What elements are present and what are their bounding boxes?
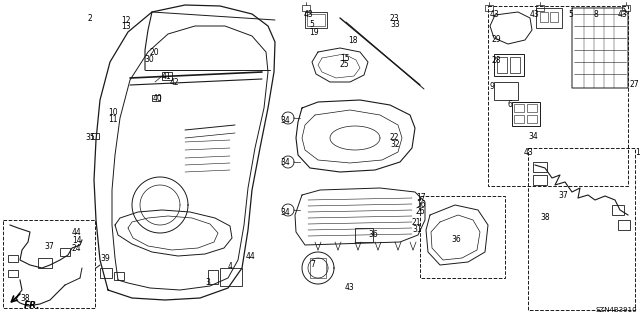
Bar [8,255,18,262]
Text: 20: 20 [150,48,159,57]
Text: 36: 36 [368,230,378,239]
Text: 43: 43 [524,148,534,157]
Bar [38,258,52,268]
Bar [100,268,112,278]
Text: 24: 24 [72,244,82,253]
Bar [514,115,524,123]
Bar [420,196,505,278]
Text: 8: 8 [594,10,599,19]
Text: 43: 43 [530,10,540,19]
Bar [536,5,544,11]
Text: 23: 23 [390,14,399,23]
Text: 39: 39 [100,254,109,263]
Bar [305,12,327,28]
Text: 11: 11 [108,115,118,124]
Text: 41: 41 [162,72,172,81]
Text: 26: 26 [416,207,426,216]
Text: 22: 22 [390,133,399,142]
Text: 35: 35 [85,133,95,142]
Text: 13: 13 [121,22,131,31]
Bar [355,228,373,242]
Text: 33: 33 [390,20,400,29]
Text: 38: 38 [540,213,550,222]
Bar [162,72,172,80]
Text: 38: 38 [20,294,29,303]
Bar [512,102,540,126]
Bar [510,57,520,73]
Bar [622,5,630,11]
Bar [310,258,326,278]
Bar [497,57,507,73]
Text: 16: 16 [416,200,426,209]
Bar [533,175,547,185]
Bar [208,270,218,284]
Bar [533,162,547,172]
Text: 37: 37 [558,190,568,199]
Bar [485,5,493,11]
Text: SZN4B3910: SZN4B3910 [595,307,637,313]
Bar [114,272,124,280]
Text: 42: 42 [170,78,180,87]
Text: 44: 44 [72,228,82,237]
Text: 2: 2 [88,14,93,23]
Text: 5: 5 [309,20,314,29]
Text: 43: 43 [490,10,500,19]
Text: 44: 44 [246,252,256,261]
Text: 43: 43 [345,283,355,292]
Text: 5: 5 [568,10,573,19]
Text: 27: 27 [630,80,639,89]
Bar [60,248,70,256]
Text: 43: 43 [618,10,628,19]
Text: 1: 1 [635,148,640,157]
Text: 21: 21 [412,218,422,227]
Text: 7: 7 [310,260,315,269]
Bar [540,12,548,22]
Text: 10: 10 [108,108,118,117]
Bar [307,14,325,26]
Text: 17: 17 [416,193,426,202]
Bar [494,82,518,100]
Bar [527,115,537,123]
Text: 6: 6 [508,100,513,109]
Text: FR.: FR. [24,301,40,310]
Bar [612,205,624,215]
Text: 18: 18 [348,36,358,45]
Bar [152,95,160,101]
Text: 36: 36 [451,235,461,244]
Bar [618,220,630,230]
Bar [488,6,628,186]
Text: 15: 15 [340,54,349,63]
Text: 9: 9 [490,82,495,91]
Bar [494,54,524,76]
Text: 37: 37 [44,242,54,251]
Text: 34: 34 [280,158,290,167]
Bar [302,5,310,11]
Text: 4: 4 [228,262,233,271]
Text: 34: 34 [528,132,538,141]
Text: 34: 34 [280,116,290,125]
Text: 34: 34 [280,208,290,217]
Text: 12: 12 [121,16,131,25]
Text: 32: 32 [390,140,399,149]
Text: 14: 14 [72,236,82,245]
Text: 40: 40 [153,94,163,103]
Text: 19: 19 [309,28,319,37]
Text: 29: 29 [492,35,502,44]
Text: 43: 43 [304,10,314,19]
Bar [3,220,95,308]
Bar [220,268,242,286]
Bar [527,104,537,112]
Text: 30: 30 [144,55,154,64]
Bar [536,8,562,28]
Text: 31: 31 [412,225,422,234]
Text: 28: 28 [492,56,502,65]
Bar [8,270,18,277]
Bar [514,104,524,112]
Bar [92,133,99,139]
Bar [550,12,558,22]
Text: 3: 3 [205,278,210,287]
Text: 25: 25 [340,60,349,69]
Bar [528,148,635,310]
